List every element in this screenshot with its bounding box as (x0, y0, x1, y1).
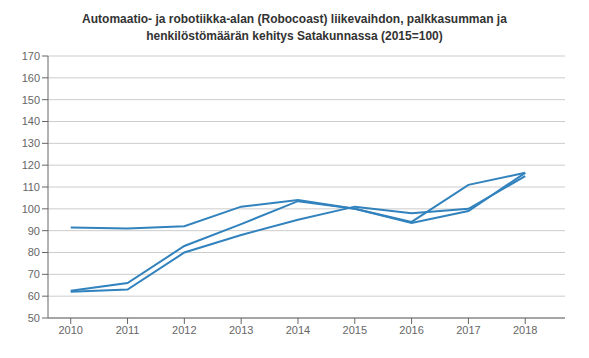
svg-text:2010: 2010 (58, 324, 82, 336)
svg-text:70: 70 (28, 268, 40, 280)
svg-text:130: 130 (22, 137, 40, 149)
svg-text:150: 150 (22, 94, 40, 106)
svg-text:100: 100 (22, 203, 40, 215)
svg-text:2012: 2012 (172, 324, 196, 336)
svg-text:2014: 2014 (286, 324, 310, 336)
svg-text:120: 120 (22, 159, 40, 171)
svg-text:60: 60 (28, 290, 40, 302)
svg-text:2017: 2017 (456, 324, 480, 336)
svg-text:2013: 2013 (229, 324, 253, 336)
svg-text:160: 160 (22, 72, 40, 84)
svg-text:2018: 2018 (513, 324, 537, 336)
svg-text:140: 140 (22, 115, 40, 127)
svg-text:110: 110 (22, 181, 40, 193)
svg-text:170: 170 (22, 50, 40, 62)
html-text:henkilöstömäärän kehitys Satak: henkilöstömäärän kehitys Satakunnassa (2… (146, 29, 443, 43)
svg-text:80: 80 (28, 246, 40, 258)
svg-text:2015: 2015 (343, 324, 367, 336)
svg-text:50: 50 (28, 312, 40, 324)
svg-text:90: 90 (28, 225, 40, 237)
svg-text:2016: 2016 (399, 324, 423, 336)
svg-text:2011: 2011 (116, 324, 140, 336)
html-text:Automaatio- ja robotiikka-alan: Automaatio- ja robotiikka-alan (Robocoas… (82, 12, 507, 26)
